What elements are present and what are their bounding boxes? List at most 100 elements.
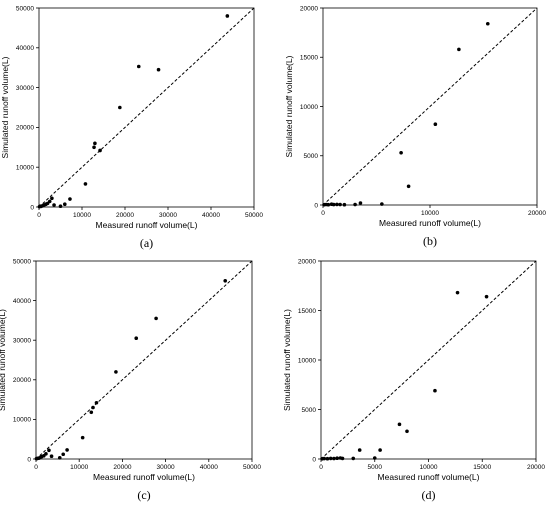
y-tick-label: 50000: [13, 258, 31, 265]
data-point: [61, 452, 66, 457]
y-axis-label: Simulated runoff volume(L): [0, 309, 7, 411]
x-tick-label: 5000: [368, 464, 383, 471]
data-point: [326, 202, 331, 207]
data-point: [156, 67, 161, 72]
x-tick-label: 0: [37, 212, 41, 219]
x-tick-label: 30000: [157, 464, 175, 471]
data-point: [118, 105, 122, 110]
data-point: [399, 150, 403, 155]
data-point: [485, 21, 490, 26]
x-tick-label: 10000: [419, 464, 437, 471]
data-point: [340, 456, 345, 461]
data-point: [358, 201, 363, 205]
x-tick-label: 20000: [527, 464, 545, 471]
one-to-one-line: [320, 260, 537, 460]
data-point: [225, 14, 230, 18]
y-tick-label: 40000: [16, 45, 34, 52]
data-point: [58, 204, 63, 209]
data-point: [325, 456, 330, 461]
data-point: [351, 456, 356, 461]
y-tick-label: 5000: [302, 407, 317, 414]
x-axis-label: Measured runoff volume(L): [96, 220, 198, 230]
x-axis-label: Measured runoff volume(L): [379, 218, 481, 228]
data-point: [136, 64, 141, 69]
panel-label: (d): [422, 488, 436, 502]
y-tick-label: 0: [312, 456, 316, 463]
y-tick-label: 20000: [13, 377, 31, 384]
y-tick-label: 20000: [300, 5, 318, 12]
y-tick-label: 30000: [13, 338, 31, 345]
y-axis-label: Simulated runoff volume(L): [284, 55, 294, 157]
data-point: [83, 182, 88, 186]
data-point: [342, 202, 347, 207]
y-tick-label: 10000: [16, 165, 34, 172]
x-axis-label: Measured runoff volume(L): [93, 472, 195, 482]
one-to-one-line: [38, 7, 255, 208]
y-tick-label: 20000: [298, 258, 316, 265]
data-point: [63, 202, 67, 207]
data-point: [372, 456, 377, 460]
y-tick-label: 30000: [16, 85, 34, 92]
data-point: [397, 422, 402, 427]
data-point: [331, 202, 336, 207]
data-point: [335, 456, 339, 461]
plot-frame: [38, 7, 255, 208]
y-tick-label: 0: [27, 456, 31, 463]
x-tick-label: 20000: [116, 212, 134, 219]
data-point: [68, 197, 72, 201]
data-point: [94, 400, 99, 405]
y-tick-label: 10000: [13, 417, 31, 424]
plot-frame: [35, 260, 253, 460]
data-point: [93, 141, 97, 146]
x-tick-label: 10000: [421, 210, 439, 217]
x-tick-label: 20000: [528, 210, 546, 217]
chart-panel-3: 0 10000 20000 30000 40000 50000 0 10000 20000 300…: [0, 258, 261, 502]
data-point: [433, 388, 437, 393]
y-tick-label: 15000: [300, 55, 318, 62]
chart-panel-2: 0 10000 20000 0 5000 10000 15000 20000 Measured …: [284, 5, 546, 248]
y-tick-label: 10000: [298, 357, 316, 364]
data-point: [378, 448, 382, 452]
chart-panel-1: 0 10000 20000 30000 40000 50000 0 10000 20000 300…: [0, 5, 263, 250]
x-tick-label: 50000: [245, 212, 263, 219]
data-point: [44, 452, 48, 456]
one-to-one-line: [35, 260, 253, 460]
data-point: [80, 435, 85, 440]
data-point: [50, 196, 54, 201]
x-tick-label: 15000: [473, 464, 491, 471]
data-point: [433, 122, 438, 127]
chart-panel-4: 0 5000 10000 15000 20000 0 5000 10000 15000 20000…: [282, 258, 545, 502]
data-point: [134, 336, 139, 341]
data-point: [353, 202, 357, 207]
panel-label: (c): [137, 488, 150, 502]
x-tick-label: 50000: [243, 464, 261, 471]
data-point: [484, 294, 489, 299]
y-tick-label: 0: [314, 202, 318, 209]
y-tick-label: 0: [30, 204, 34, 211]
x-axis-label: Measured runoff volume(L): [378, 472, 480, 482]
data-point: [322, 456, 327, 461]
data-point: [52, 203, 56, 207]
y-tick-label: 50000: [16, 5, 34, 12]
x-tick-label: 0: [321, 210, 325, 217]
panel-label: (a): [140, 236, 153, 250]
x-tick-label: 0: [34, 464, 38, 471]
data-point: [455, 290, 460, 295]
data-point: [57, 456, 62, 460]
data-point: [332, 456, 336, 461]
x-tick-label: 0: [319, 464, 323, 471]
data-point: [338, 202, 342, 207]
data-point: [89, 410, 94, 415]
data-point: [154, 316, 158, 321]
x-tick-label: 10000: [73, 212, 91, 219]
data-point: [65, 448, 69, 452]
x-tick-label: 40000: [200, 464, 218, 471]
data-point: [92, 145, 96, 150]
data-point: [405, 429, 409, 434]
data-point: [328, 456, 333, 461]
x-tick-label: 40000: [202, 212, 220, 219]
y-axis-label: Simulated runoff volume(L): [282, 309, 292, 411]
data-point: [98, 148, 102, 153]
y-tick-label: 5000: [304, 153, 319, 160]
